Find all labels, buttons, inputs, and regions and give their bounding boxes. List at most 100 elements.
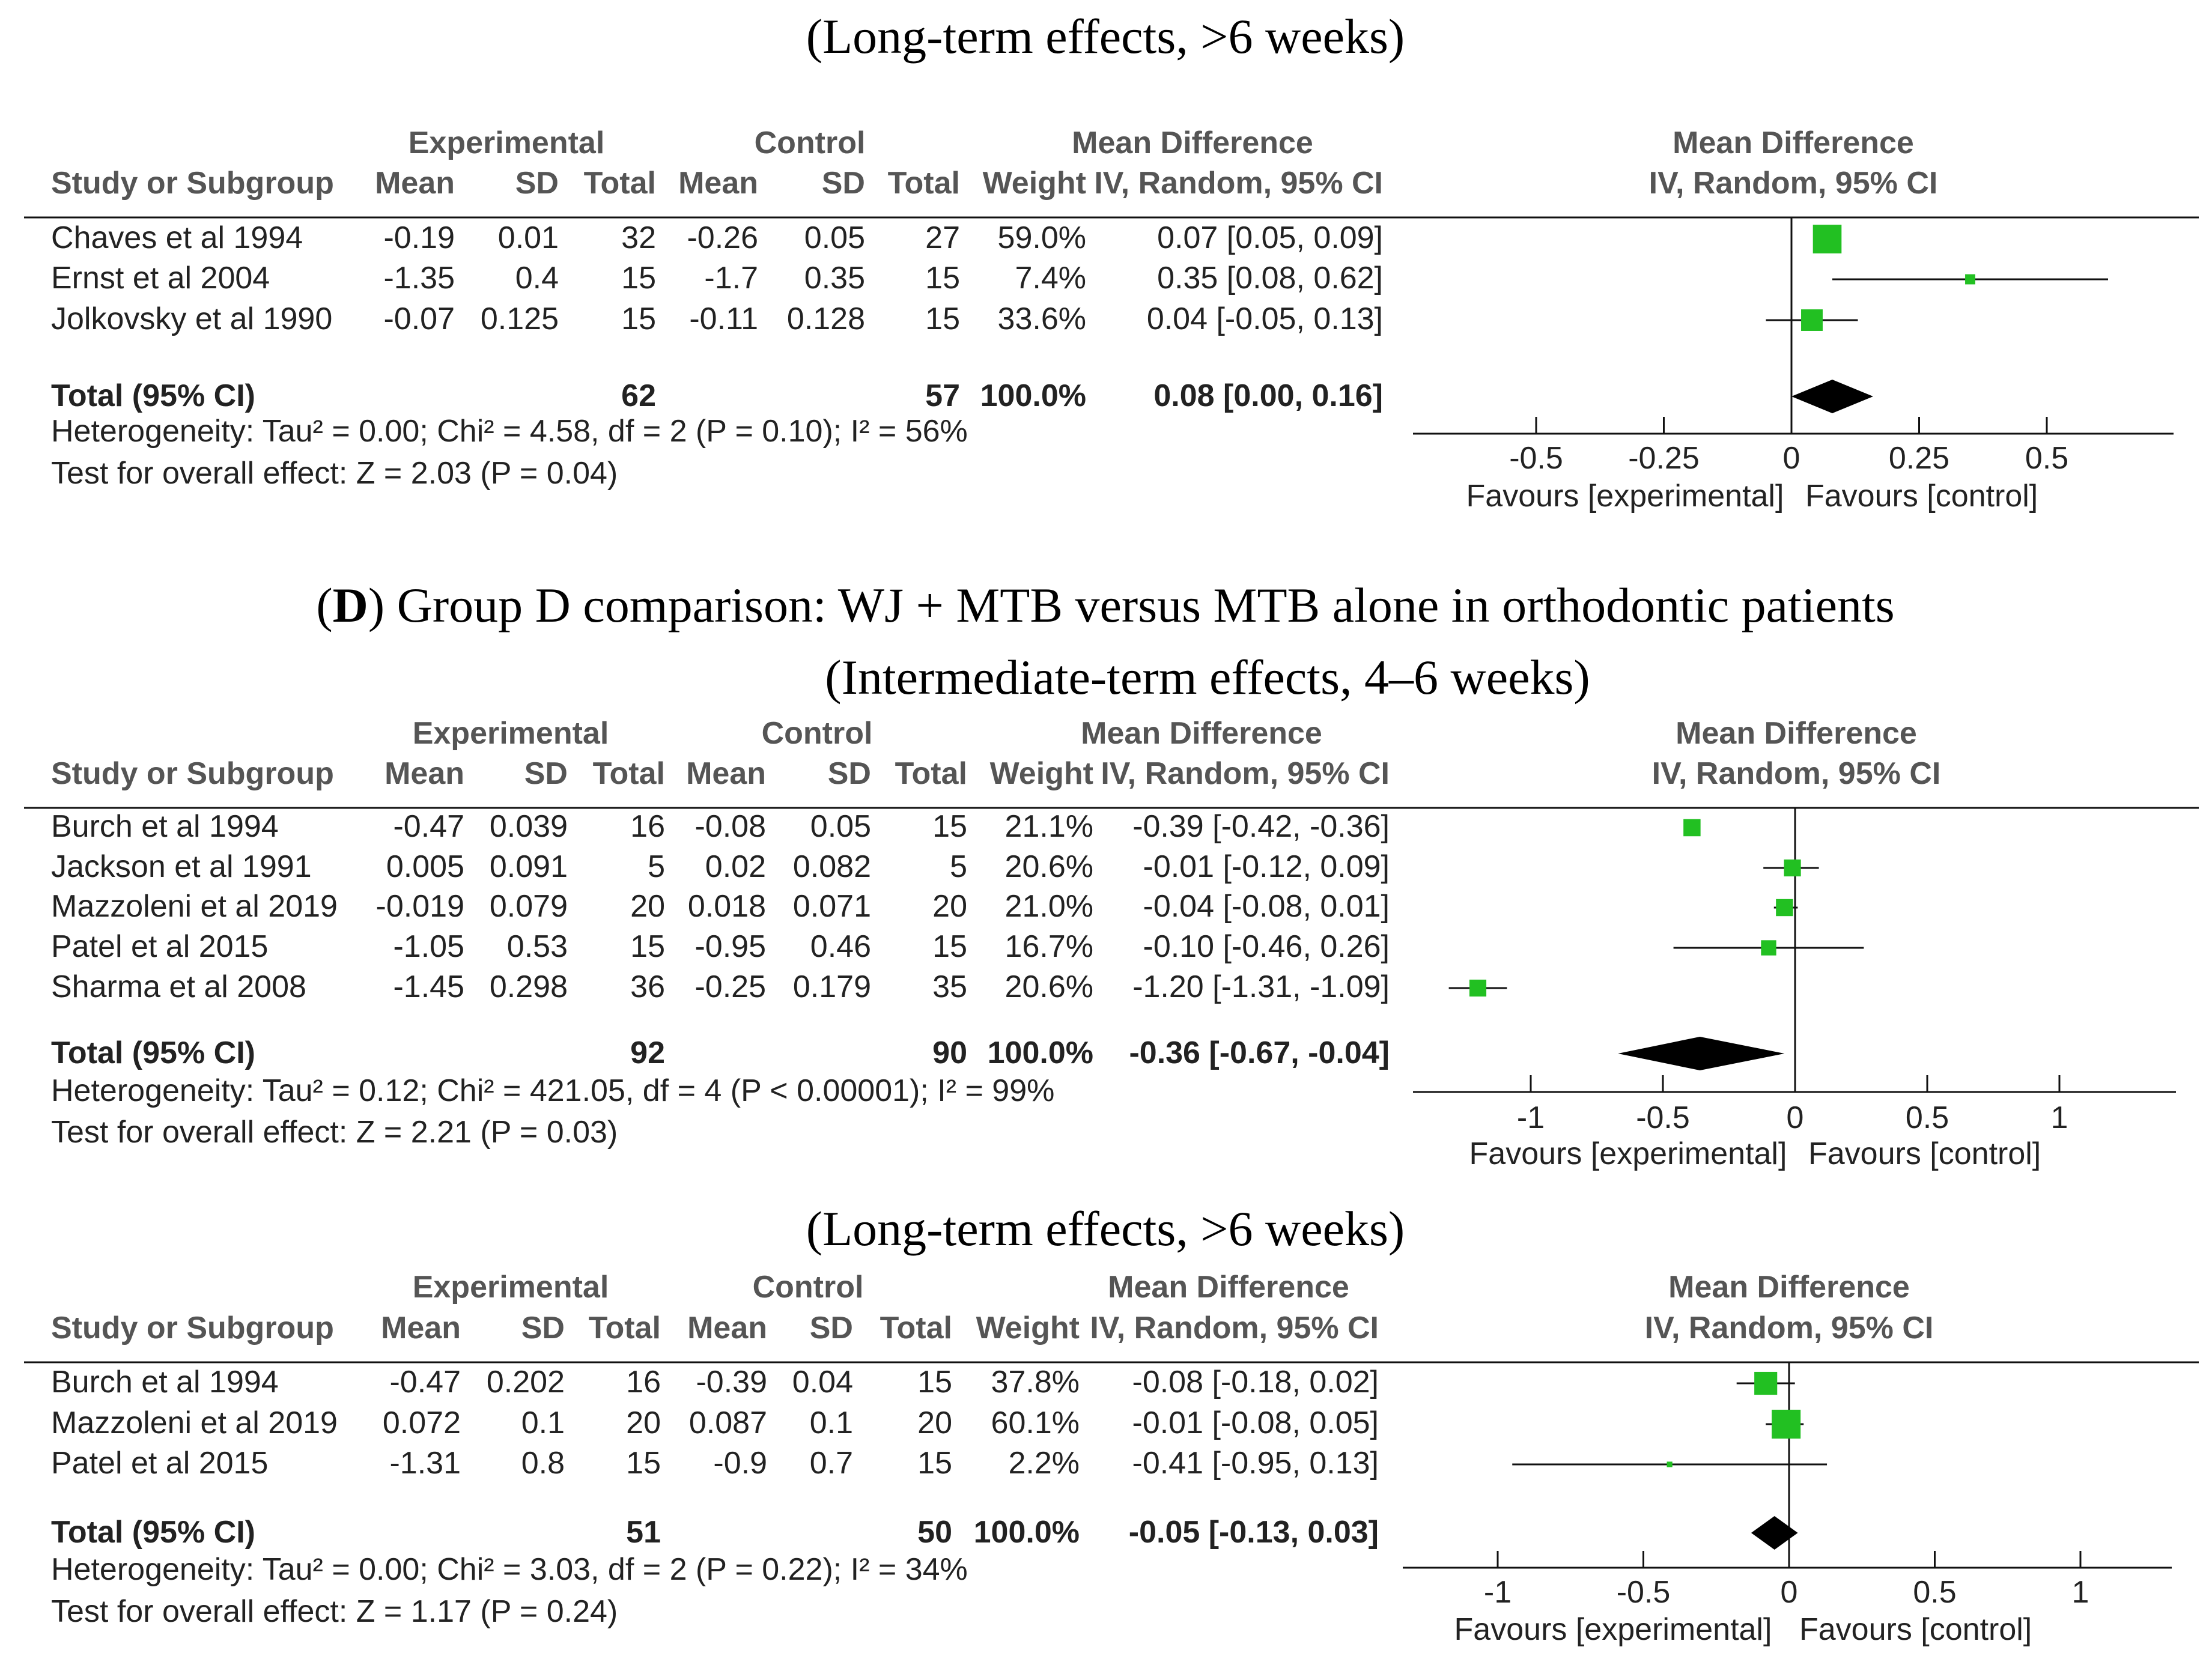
exp-sd: 0.8 <box>521 1446 565 1481</box>
ctl-total: 15 <box>917 1365 952 1400</box>
total-ci: -0.36 [-0.67, -0.04] <box>1129 1036 1390 1070</box>
figure-top-subtitle: (Long-term effects, >6 weeks) <box>806 9 1405 64</box>
header-experimental: Experimental <box>413 1270 609 1305</box>
panel-d-title-text: ) Group D comparison: WJ + MTB versus MT… <box>368 578 1895 632</box>
header-plot-md-method: IV, Random, 95% CI <box>1645 1311 1934 1345</box>
total-weight: 100.0% <box>974 1515 1080 1550</box>
total-exp: 62 <box>621 378 656 413</box>
header-weight: Weight <box>990 756 1093 791</box>
total-ci: 0.08 [0.00, 0.16] <box>1153 378 1383 413</box>
study-point <box>1772 1409 1801 1439</box>
exp-sd: 0.079 <box>490 889 568 924</box>
x-tick-label: -0.25 <box>1628 441 1700 476</box>
study-name: Jolkovsky et al 1990 <box>51 302 332 336</box>
header-ctl-mean: Mean <box>686 756 766 791</box>
study-name: Chaves et al 1994 <box>51 220 303 255</box>
ctl-sd: 0.04 <box>792 1365 853 1400</box>
study-ci: -0.39 [-0.42, -0.36] <box>1132 809 1390 844</box>
exp-sd: 0.039 <box>490 809 568 844</box>
study-point <box>1801 309 1823 331</box>
study-name: Burch et al 1994 <box>51 1365 279 1400</box>
exp-total: 15 <box>630 929 665 964</box>
exp-total: 16 <box>630 809 665 844</box>
header-exp-sd: SD <box>521 1311 565 1345</box>
overall-effect-text: Test for overall effect: Z = 2.03 (P = 0… <box>51 456 618 491</box>
header-experimental: Experimental <box>409 126 605 160</box>
ctl-sd: 0.1 <box>810 1406 853 1440</box>
x-tick-label: -1 <box>1517 1100 1545 1135</box>
study-point <box>1754 1371 1778 1395</box>
header-control: Control <box>753 1270 864 1305</box>
ctl-sd: 0.46 <box>810 929 871 964</box>
exp-total: 20 <box>626 1406 661 1440</box>
exp-total: 20 <box>630 889 665 924</box>
header-study: Study or Subgroup <box>51 166 334 201</box>
exp-total: 32 <box>621 220 656 255</box>
pooled-diamond <box>1791 380 1873 413</box>
ctl-mean: 0.087 <box>689 1406 767 1440</box>
study-point <box>1965 274 1975 285</box>
x-tick-label: -0.5 <box>1636 1100 1690 1135</box>
ctl-mean: -1.7 <box>704 261 758 296</box>
study-ci: -0.08 [-0.18, 0.02] <box>1132 1365 1379 1400</box>
study-point <box>1761 940 1776 956</box>
total-ctl: 57 <box>925 378 960 413</box>
ctl-sd: 0.7 <box>810 1446 853 1481</box>
study-weight: 7.4% <box>1015 261 1086 296</box>
x-tick-label: 0 <box>1781 1575 1798 1610</box>
total-weight: 100.0% <box>980 378 1086 413</box>
pooled-diamond <box>1618 1037 1785 1070</box>
header-study: Study or Subgroup <box>51 756 334 791</box>
x-tick-label: 1 <box>2051 1100 2068 1135</box>
header-exp-total: Total <box>584 166 656 201</box>
exp-sd: 0.1 <box>521 1406 565 1440</box>
ctl-total: 35 <box>932 969 967 1004</box>
header-weight: Weight <box>976 1311 1080 1345</box>
x-tick-label: -0.5 <box>1617 1575 1671 1610</box>
header-plot-md-method: IV, Random, 95% CI <box>1652 756 1941 791</box>
exp-mean: -0.47 <box>389 1365 461 1400</box>
header-mean-difference: Mean Difference <box>1081 716 1322 751</box>
study-name: Sharma et al 2008 <box>51 969 306 1004</box>
x-tick-label: 0.5 <box>1913 1575 1956 1610</box>
header-md-method: IV, Random, 95% CI <box>1090 1311 1379 1345</box>
header-ctl-total: Total <box>888 166 960 201</box>
header-ctl-sd: SD <box>828 756 871 791</box>
ctl-total: 5 <box>950 849 967 884</box>
header-exp-mean: Mean <box>384 756 464 791</box>
total-label: Total (95% CI) <box>51 378 255 413</box>
header-ctl-total: Total <box>895 756 967 791</box>
exp-mean: -1.35 <box>383 261 455 296</box>
study-weight: 59.0% <box>998 220 1086 255</box>
favours-experimental-label: Favours [experimental] <box>1454 1612 1772 1647</box>
heterogeneity-text: Heterogeneity: Tau² = 0.00; Chi² = 3.03,… <box>51 1552 968 1587</box>
ctl-mean: -0.9 <box>713 1446 767 1481</box>
ctl-total: 15 <box>925 261 960 296</box>
header-ctl-sd: SD <box>810 1311 853 1345</box>
header-experimental: Experimental <box>413 716 609 751</box>
ctl-sd: 0.05 <box>810 809 871 844</box>
header-weight: Weight <box>983 166 1086 201</box>
study-name: Patel et al 2015 <box>51 929 268 964</box>
total-weight: 100.0% <box>988 1036 1093 1070</box>
study-point <box>1776 899 1793 917</box>
study-name: Mazzoleni et al 2019 <box>51 889 338 924</box>
ctl-total: 20 <box>932 889 967 924</box>
header-ctl-sd: SD <box>822 166 865 201</box>
total-exp: 51 <box>626 1515 661 1550</box>
x-tick-label: 0 <box>1783 441 1800 476</box>
study-weight: 20.6% <box>1005 849 1093 884</box>
ctl-total: 20 <box>917 1406 952 1440</box>
ctl-total: 15 <box>917 1446 952 1481</box>
exp-total: 36 <box>630 969 665 1004</box>
exp-sd: 0.01 <box>498 220 559 255</box>
ctl-total: 15 <box>925 302 960 336</box>
ctl-mean: -0.25 <box>694 969 766 1004</box>
header-plot-mean-difference: Mean Difference <box>1673 126 1914 160</box>
x-tick-label: -1 <box>1484 1575 1512 1610</box>
total-label: Total (95% CI) <box>51 1515 255 1550</box>
study-weight: 21.1% <box>1005 809 1093 844</box>
header-plot-mean-difference: Mean Difference <box>1668 1270 1910 1305</box>
exp-sd: 0.53 <box>507 929 568 964</box>
study-weight: 2.2% <box>1008 1446 1080 1481</box>
